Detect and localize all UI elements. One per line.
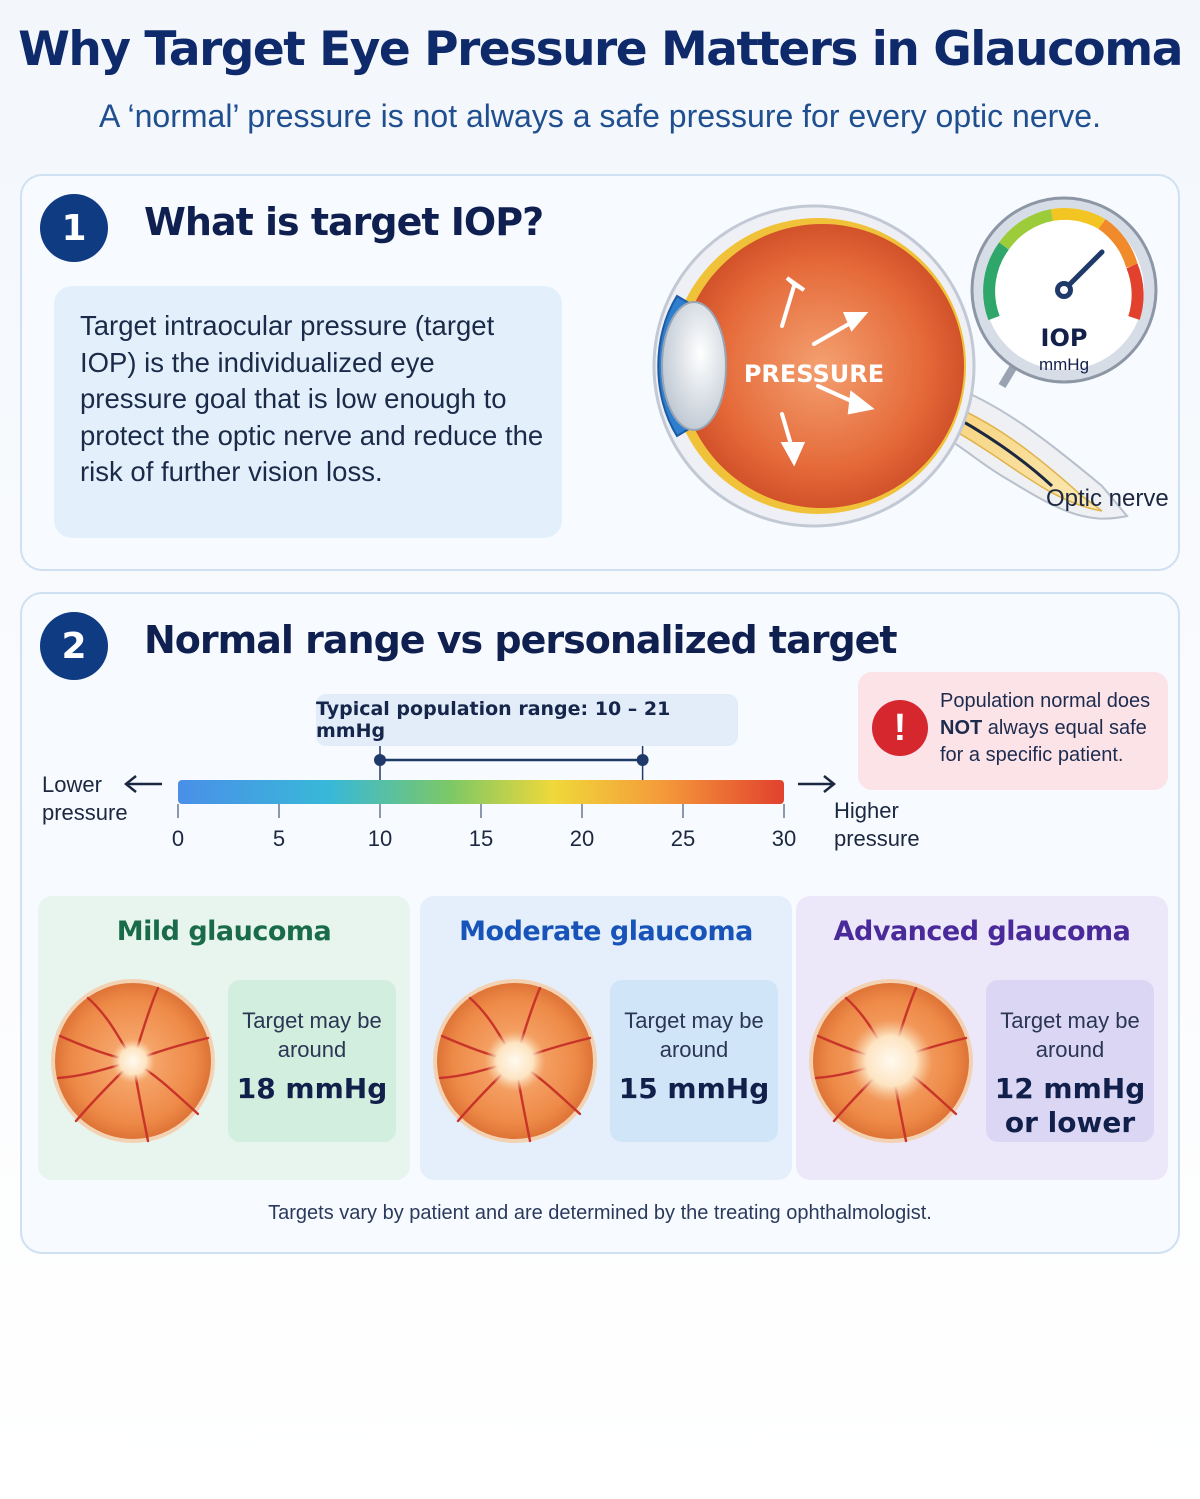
scale-tick-label: 15 <box>469 826 493 851</box>
target-box: Target may be around 15 mmHg <box>610 980 778 1142</box>
scale-tick-label: 20 <box>570 826 594 851</box>
stage-title: Advanced glaucoma <box>833 916 1131 947</box>
higher-label-line2: pressure <box>834 826 920 851</box>
scale-tick-label: 25 <box>671 826 695 851</box>
optic-cup <box>849 1019 933 1103</box>
target-value: 15 mmHg <box>618 1072 770 1105</box>
stage-card-advanced: Advanced glaucoma Target may be around 1… <box>796 896 1168 1180</box>
section-title: What is target IOP? <box>144 200 544 244</box>
eye-pressure-illustration: PRESSURE IOP mmHg Optic nerve <box>652 196 1169 528</box>
page-title: Why Target Eye Pressure Matters in Glauc… <box>18 22 1183 77</box>
lower-pressure-indicator: Lower pressure <box>42 772 162 825</box>
higher-label-line1: Higher <box>834 798 899 823</box>
definition-text: Target intraocular pressure (target IOP)… <box>80 310 544 487</box>
target-box: Target may be around 18 mmHg <box>228 980 396 1142</box>
higher-pressure-indicator: Higher pressure <box>798 775 920 851</box>
scale-tick-label: 5 <box>273 826 285 851</box>
warning-text: Population normal does NOT always equal … <box>940 690 1151 766</box>
pressure-gradient-bar <box>178 780 784 804</box>
step-number-badge: 2 <box>40 612 108 680</box>
section-normal-vs-target: 2 Normal range vs personalized target Ty… <box>20 592 1180 1254</box>
population-range-bracket <box>374 746 649 780</box>
scale-tick-label: 0 <box>172 826 184 851</box>
definition-box: Target intraocular pressure (target IOP)… <box>54 286 562 538</box>
pressure-scale: 0 5 10 15 20 25 30 Lower pressure Higher press… <box>42 746 920 851</box>
optic-disc-moderate-icon <box>433 979 597 1143</box>
optic-nerve-label: Optic nerve <box>1046 485 1169 512</box>
gauge-label: IOP <box>1041 324 1088 352</box>
warning-callout: ! Population normal does NOT always equa… <box>858 672 1168 790</box>
page-subtitle: A ‘normal’ pressure is not always a safe… <box>99 98 1101 134</box>
footnote: Targets vary by patient and are determin… <box>268 1202 932 1224</box>
target-box: Target may be around 12 mmHg or lower <box>986 980 1154 1142</box>
target-label: Target may be around <box>1000 1008 1140 1062</box>
section-title: Normal range vs personalized target <box>144 618 898 662</box>
scale-tick-label: 30 <box>772 826 796 851</box>
optic-cup <box>110 1038 156 1084</box>
stage-title: Mild glaucoma <box>116 916 332 947</box>
target-label: Target may be around <box>242 1008 382 1062</box>
iop-gauge: IOP mmHg <box>970 196 1158 389</box>
optic-disc-advanced-icon <box>809 979 973 1143</box>
alert-icon: ! <box>872 700 928 756</box>
stage-card-moderate: Moderate glaucoma Target may be around 1… <box>420 896 792 1180</box>
step-number-badge: 1 <box>40 194 108 262</box>
gauge-unit: mmHg <box>1039 355 1089 374</box>
section-target-iop: 1 What is target IOP? Target intraocular… <box>20 174 1180 571</box>
lower-label-line2: pressure <box>42 800 128 825</box>
optic-disc-mild-icon <box>51 979 215 1143</box>
range-bracket-dot <box>374 754 386 766</box>
stage-title: Moderate glaucoma <box>459 916 753 947</box>
eyeball <box>652 204 1129 528</box>
target-value: 12 mmHg or lower <box>994 1072 1146 1139</box>
optic-cup <box>484 1030 546 1092</box>
target-label: Target may be around <box>624 1008 764 1062</box>
target-value: 18 mmHg <box>236 1072 388 1105</box>
population-range-label: Typical population range: 10 – 21 mmHg <box>316 694 738 746</box>
scale-tick-label: 10 <box>368 826 392 851</box>
lower-label-line1: Lower <box>42 772 102 797</box>
pressure-arrows <box>780 276 875 467</box>
range-bracket-dot <box>636 754 649 766</box>
stage-card-mild: Mild glaucoma Target may be around 18 mm… <box>38 896 410 1180</box>
pressure-label: PRESSURE <box>744 360 884 388</box>
scale-ticks: 0 5 10 15 20 25 30 <box>172 804 796 851</box>
